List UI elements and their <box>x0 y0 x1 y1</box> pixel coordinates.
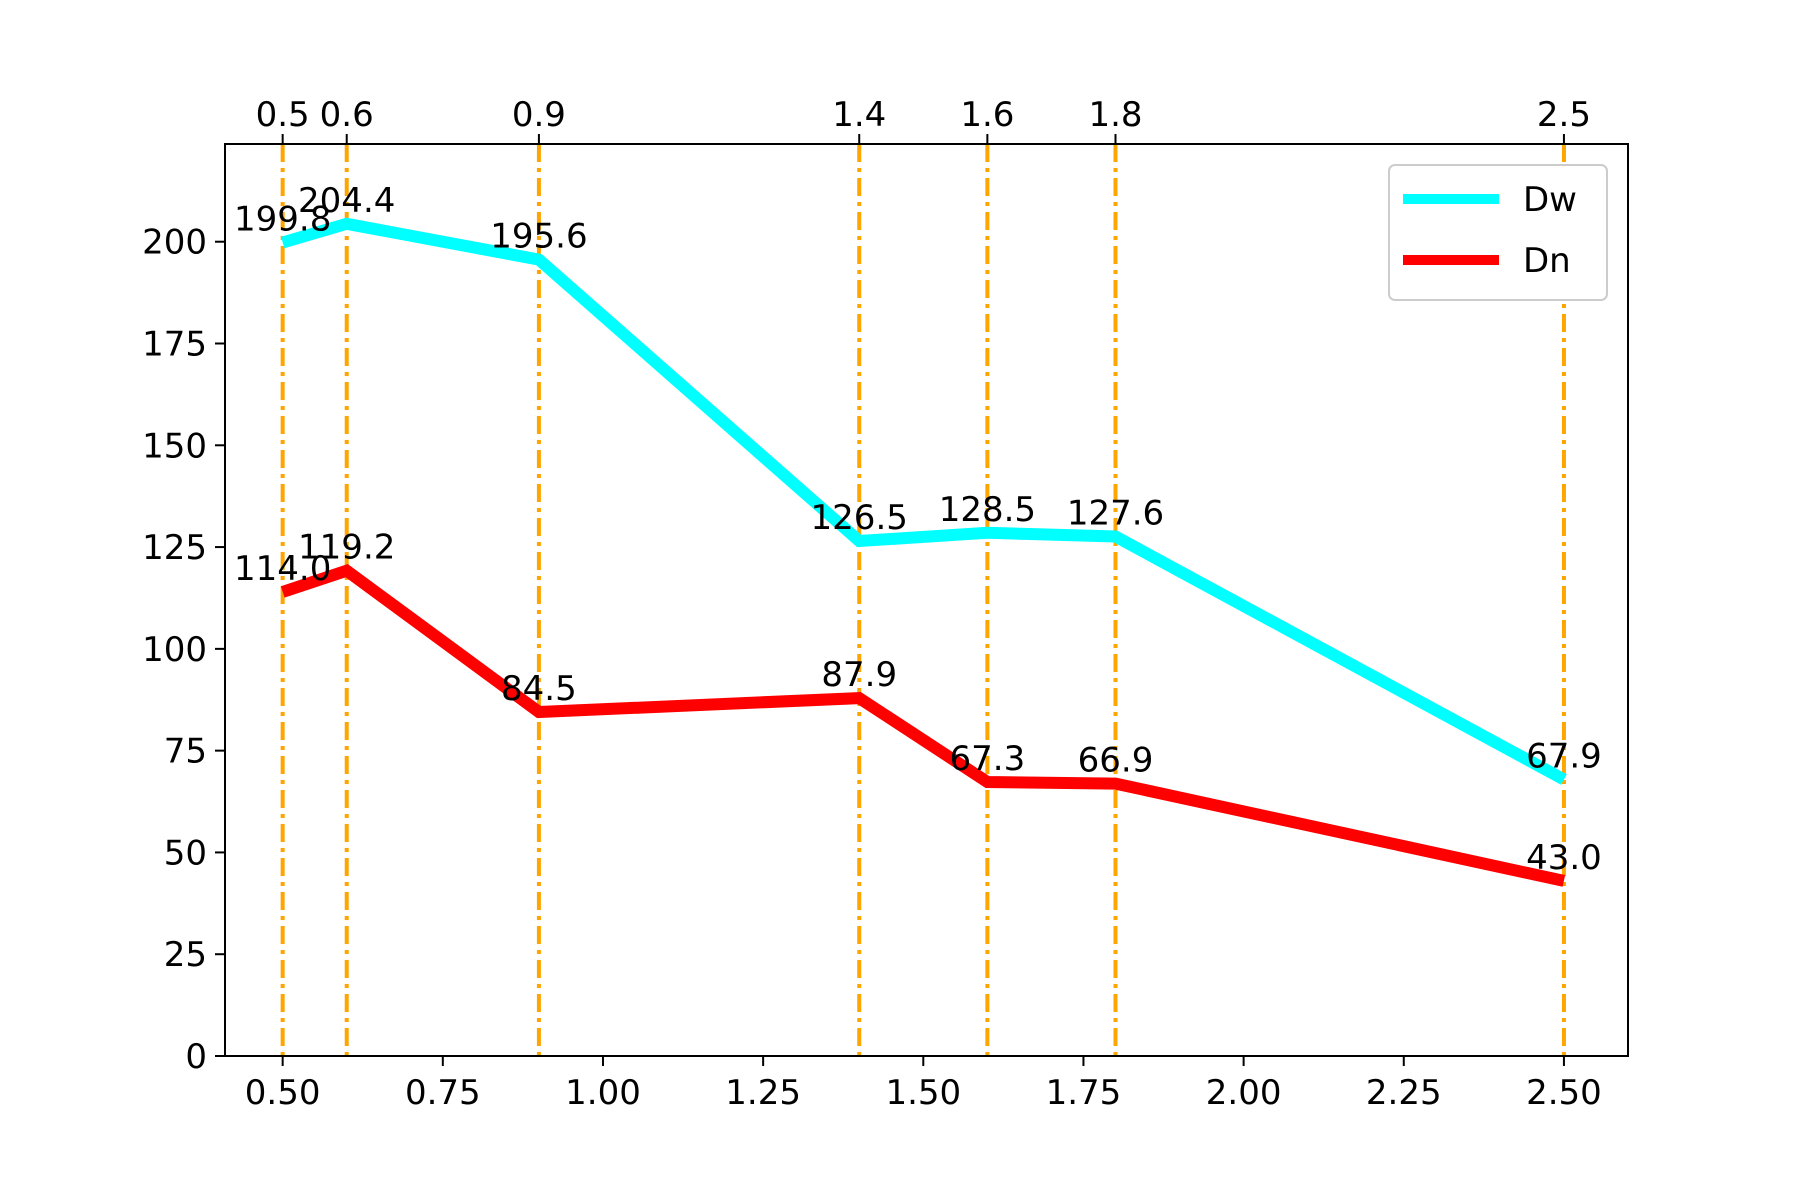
legend-label-dn: Dn <box>1523 241 1571 281</box>
data-label-dw-2: 195.6 <box>490 217 587 257</box>
top-tick-label-0: 0.5 <box>256 95 310 135</box>
y-tick-label-2: 50 <box>164 833 207 873</box>
x-tick-label-2: 1.00 <box>565 1073 641 1113</box>
series-line-dw <box>281 217 1567 785</box>
top-tick-label-1: 0.6 <box>320 95 374 135</box>
data-label-dw-0: 199.8 <box>234 200 331 240</box>
y-tick-label-4: 100 <box>142 630 207 670</box>
data-label-dn-2: 84.5 <box>501 669 577 709</box>
data-label-dw-4: 128.5 <box>939 490 1036 530</box>
data-label-dn-4: 67.3 <box>950 739 1026 779</box>
y-tick-label-0: 0 <box>185 1037 207 1077</box>
x-tick-label-3: 1.25 <box>725 1073 801 1113</box>
y-axis-ticks: 0 25 50 75 100 125 150 175 200 <box>142 223 225 1077</box>
data-label-dn-1: 119.2 <box>298 528 395 568</box>
top-tick-label-5: 1.8 <box>1088 95 1142 135</box>
data-label-dw-6: 67.9 <box>1526 737 1602 777</box>
x-tick-label-1: 0.75 <box>405 1073 481 1113</box>
x-tick-label-6: 2.00 <box>1206 1073 1282 1113</box>
data-label-dw-3: 126.5 <box>811 498 908 538</box>
y-tick-label-3: 75 <box>164 732 207 772</box>
data-label-dw-5: 127.6 <box>1067 493 1164 533</box>
x-axis-ticks: 0.50 0.75 1.00 1.25 1.50 1.75 2.00 2.25 2.50 <box>245 1056 1602 1113</box>
x-tick-label-0: 0.50 <box>245 1073 321 1113</box>
y-tick-label-6: 150 <box>142 426 207 466</box>
legend: Dw Dn <box>1388 164 1608 301</box>
top-tick-label-3: 1.4 <box>832 95 886 135</box>
y-tick-label-7: 175 <box>142 325 207 365</box>
data-label-dw-1: 204.4 <box>298 181 395 221</box>
vertical-reference-lines <box>280 144 1566 1056</box>
data-label-dn-5: 66.9 <box>1078 741 1154 781</box>
x-tick-label-4: 1.50 <box>885 1073 961 1113</box>
data-label-dn-3: 87.9 <box>821 655 897 695</box>
legend-label-dw: Dw <box>1523 180 1577 220</box>
y-tick-label-1: 25 <box>164 935 207 975</box>
top-tick-label-4: 1.6 <box>960 95 1014 135</box>
x-tick-label-8: 2.50 <box>1526 1073 1602 1113</box>
top-tick-label-2: 0.9 <box>512 95 566 135</box>
plot-frame <box>224 143 1629 1057</box>
y-tick-label-5: 125 <box>142 528 207 568</box>
y-tick-label-8: 200 <box>142 223 207 263</box>
x-tick-label-7: 2.25 <box>1366 1073 1442 1113</box>
series-lines <box>280 217 1567 887</box>
data-label-dn-0: 114.0 <box>234 549 331 589</box>
top-axis-labels: 0.5 0.6 0.9 1.4 1.6 1.8 2.5 <box>256 95 1591 144</box>
data-label-dn-6: 43.0 <box>1526 838 1602 878</box>
top-tick-label-6: 2.5 <box>1537 95 1591 135</box>
x-tick-label-5: 1.75 <box>1046 1073 1122 1113</box>
series-line-dn <box>280 564 1566 887</box>
